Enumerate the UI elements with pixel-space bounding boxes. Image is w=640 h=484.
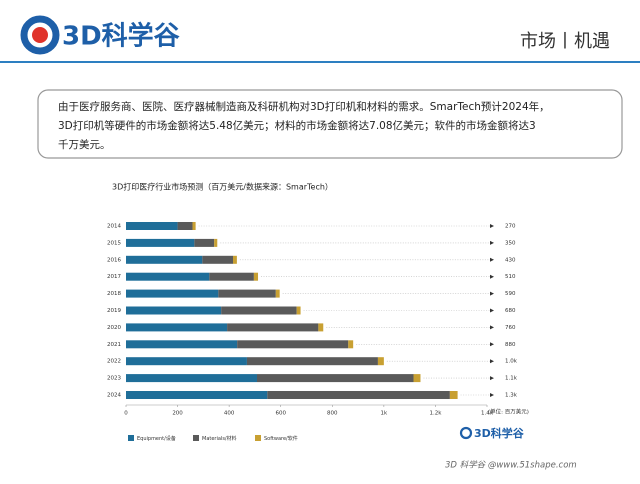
bar-segment	[348, 340, 354, 349]
footer: 3D 科学谷 @www.51shape.com	[445, 460, 577, 471]
textbox-line: 由于医疗服务商、医院、医疗器械制造商及科研机构对3D打印机和材料的需求。Smar…	[58, 100, 550, 113]
bar-segment	[253, 272, 259, 281]
textbox-line: 3D打印机等硬件的市场金额将达5.48亿美元；材料的市场金额将达7.08亿美元；…	[58, 119, 536, 132]
leader-arrow	[490, 308, 494, 313]
bar-segment	[126, 289, 219, 298]
y-tick-label: 2022	[107, 359, 121, 365]
x-tick-label: 800	[327, 411, 338, 417]
logo-dot	[32, 27, 48, 43]
x-tick-label: 1.2k	[429, 411, 442, 417]
bar-segment	[126, 374, 257, 383]
header-rule	[0, 61, 640, 63]
total-label: 270	[505, 224, 516, 230]
legend-swatch	[255, 435, 261, 441]
total-label: 680	[505, 308, 516, 314]
bar-segment	[275, 289, 280, 298]
bar-segment	[177, 222, 193, 230]
total-label: 1.3k	[505, 393, 518, 399]
bar-segment	[126, 255, 203, 264]
leader-arrow	[490, 274, 494, 279]
bar-segment	[214, 238, 218, 247]
bar-segment	[126, 391, 268, 399]
legend-swatch	[193, 435, 199, 441]
y-tick-label: 2023	[107, 376, 121, 382]
x-tick-label: 600	[275, 411, 286, 417]
bar-segment	[449, 391, 458, 399]
legend-label: Materials/材料	[202, 435, 237, 442]
watermark-ring	[459, 426, 473, 440]
section-title: 市场丨机遇	[520, 31, 610, 52]
leader-arrow	[490, 240, 494, 245]
x-axis-unit: (单位: 百万美元)	[488, 408, 529, 416]
bar-segment	[233, 255, 237, 264]
total-label: 510	[505, 274, 516, 280]
bar-segment	[267, 391, 450, 399]
bar-segment	[126, 357, 247, 366]
textbox-line: 千万美元。	[58, 138, 111, 151]
total-label: 1.1k	[505, 376, 518, 382]
bar-segment	[246, 357, 378, 366]
watermark-text: 3D科学谷	[474, 426, 525, 440]
y-tick-label: 2016	[107, 257, 121, 263]
bar-segment	[126, 306, 222, 315]
x-tick-label: 1k	[381, 411, 388, 417]
textbox	[37, 89, 623, 159]
bar-segment	[413, 374, 421, 383]
logo-text: 3D科学谷	[62, 21, 181, 52]
bar-segment	[256, 374, 414, 383]
legend-label: Equipment/设备	[137, 435, 176, 442]
y-tick-label: 2014	[107, 224, 121, 230]
total-label: 760	[505, 325, 516, 331]
total-label: 1.0k	[505, 359, 518, 365]
bar-segment	[209, 272, 254, 281]
x-tick-label: 0	[124, 411, 128, 417]
leader-arrow	[490, 376, 494, 381]
bar-segment	[318, 323, 324, 332]
y-tick-label: 2015	[107, 240, 121, 246]
y-tick-label: 2024	[107, 393, 121, 399]
y-tick-label: 2017	[107, 274, 121, 280]
bar-segment	[126, 238, 195, 247]
y-tick-label: 2019	[107, 308, 121, 314]
leader-arrow	[490, 325, 494, 330]
leader-arrow	[490, 342, 494, 347]
bar-segment	[218, 289, 276, 298]
x-tick-label: 400	[224, 411, 235, 417]
bar-segment	[126, 222, 178, 230]
leader-arrow	[490, 224, 494, 228]
bar-segment	[192, 222, 196, 230]
legend-label: Software/软件	[264, 435, 298, 442]
y-tick-label: 2021	[107, 342, 121, 348]
bar-segment	[377, 357, 384, 366]
leader-arrow	[490, 393, 494, 397]
bar-segment	[202, 255, 234, 264]
bar-segment	[126, 340, 238, 349]
bar-segment	[126, 272, 210, 281]
bar-segment	[221, 306, 297, 315]
watermark-logo: 3D科学谷	[459, 426, 525, 440]
textbox-text: 由于医疗服务商、医院、医疗器械制造商及科研机构对3D打印机和材料的需求。Smar…	[58, 100, 550, 151]
chart-title: 3D打印医疗行业市场预测（百万美元/数据来源：SmarTech）	[112, 182, 333, 192]
bar-segment	[126, 323, 228, 332]
total-label: 880	[505, 342, 516, 348]
legend-swatch	[128, 435, 134, 441]
bar-segment	[237, 340, 349, 349]
total-label: 350	[505, 240, 516, 246]
total-label: 590	[505, 291, 516, 297]
bar-segment	[227, 323, 319, 332]
leader-arrow	[490, 257, 494, 262]
y-tick-label: 2018	[107, 291, 121, 297]
y-tick-label: 2020	[107, 325, 121, 331]
x-tick-label: 1.4k	[481, 411, 494, 417]
leader-arrow	[490, 359, 494, 364]
total-label: 430	[505, 257, 516, 263]
x-tick-label: 200	[172, 411, 183, 417]
bar-segment	[194, 238, 215, 247]
logo-ring	[20, 15, 60, 55]
bar-segment	[296, 306, 301, 315]
leader-arrow	[490, 291, 494, 296]
